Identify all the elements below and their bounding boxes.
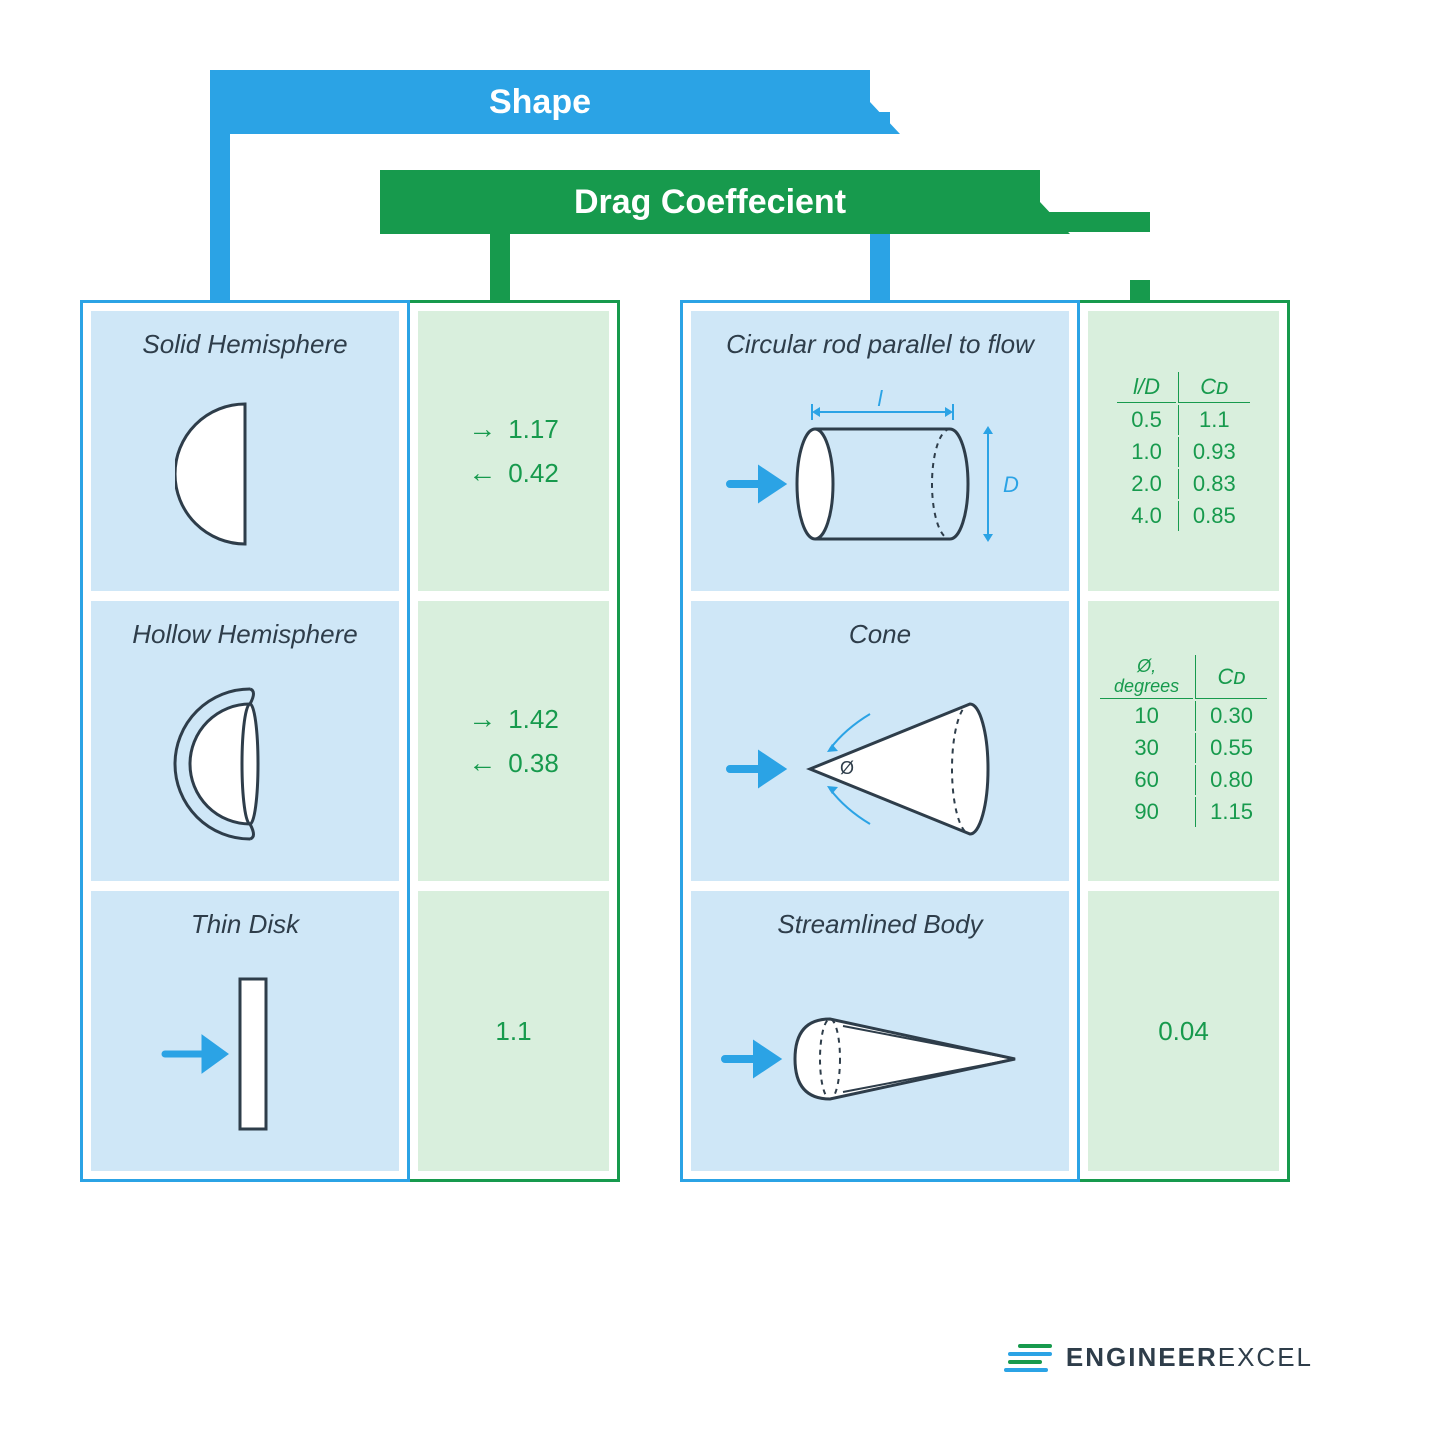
cone-col2: Cᴅ <box>1195 655 1267 700</box>
thin-disk-icon <box>101 954 389 1153</box>
solid-hemisphere-title: Solid Hemisphere <box>142 329 347 360</box>
solid-hemisphere-drag: → 1.17 ← 0.42 <box>418 311 609 591</box>
table-row: 2.00.83 <box>1117 469 1249 499</box>
thin-disk-title: Thin Disk <box>191 909 299 940</box>
right-drag-column: l/D Cᴅ 0.51.11.00.932.00.834.00.85 Ø, de… <box>1080 300 1290 1182</box>
right-shape-column: Circular rod parallel to flow <box>680 300 1080 1182</box>
streamlined-title: Streamlined Body <box>777 909 982 940</box>
cone-drag: Ø, degrees Cᴅ 100.30300.55600.80901.15 <box>1088 601 1279 881</box>
solid-hemi-forward: → 1.17 <box>468 413 559 445</box>
cone-title: Cone <box>849 619 911 650</box>
arrow-left-icon: ← <box>468 457 496 489</box>
hollow-hemisphere-cell: Hollow Hemisphere <box>91 601 399 881</box>
cone-cell: Cone Ø <box>691 601 1069 881</box>
dim-l-label: l <box>878 386 884 411</box>
hollow-hemisphere-icon <box>101 664 389 863</box>
hollow-hemisphere-drag: → 1.42 ← 0.38 <box>418 601 609 881</box>
hollow-hemi-forward: → 1.42 <box>468 703 559 735</box>
thin-disk-cell: Thin Disk <box>91 891 399 1171</box>
cone-icon: Ø <box>701 664 1059 863</box>
table-row: 100.30 <box>1100 701 1267 731</box>
arrow-right-icon: → <box>468 703 496 735</box>
table-row: 4.00.85 <box>1117 501 1249 531</box>
hollow-hemi-backward: ← 0.38 <box>468 747 559 779</box>
cone-tbody: 100.30300.55600.80901.15 <box>1100 701 1267 827</box>
dim-d-label: D <box>1003 472 1019 497</box>
hollow-hemisphere-title: Hollow Hemisphere <box>132 619 357 650</box>
rod-table: l/D Cᴅ 0.51.11.00.932.00.834.00.85 <box>1115 370 1251 533</box>
rod-icon: l D <box>701 374 1059 573</box>
arrow-right-icon: → <box>468 413 496 445</box>
shape-header-banner: Shape <box>210 70 870 134</box>
solid-hemi-backward: ← 0.42 <box>468 457 559 489</box>
angle-symbol: Ø <box>840 758 854 778</box>
arrow-left-icon: ← <box>468 747 496 779</box>
solid-hemisphere-icon <box>101 374 389 573</box>
table-row: 0.51.1 <box>1117 405 1249 435</box>
logo-text: ENGINEEREXCEL <box>1066 1342 1313 1373</box>
rod-tbody: 0.51.11.00.932.00.834.00.85 <box>1117 405 1249 531</box>
table-row: 1.00.93 <box>1117 437 1249 467</box>
shape-connector-drop-left <box>210 180 250 320</box>
left-drag-column: → 1.17 ← 0.42 → 1.42 ← 0.38 <box>410 300 620 1182</box>
rod-title: Circular rod parallel to flow <box>726 329 1034 360</box>
table-row: 901.15 <box>1100 797 1267 827</box>
cone-col1: Ø, degrees <box>1100 655 1193 700</box>
table-row: 600.80 <box>1100 765 1267 795</box>
rod-col2: Cᴅ <box>1178 372 1250 403</box>
cone-table: Ø, degrees Cᴅ 100.30300.55600.80901.15 <box>1098 653 1269 830</box>
thin-disk-drag: 1.1 <box>418 891 609 1171</box>
streamlined-value: 0.04 <box>1158 1016 1209 1047</box>
right-group: Circular rod parallel to flow <box>680 300 1290 1182</box>
columns: Solid Hemisphere Hollow Hemisphere <box>80 300 1290 1182</box>
table-row: 300.55 <box>1100 733 1267 763</box>
solid-hemisphere-cell: Solid Hemisphere <box>91 311 399 591</box>
drag-header-label: Drag Coeffecient <box>574 183 846 222</box>
rod-cell: Circular rod parallel to flow <box>691 311 1069 591</box>
left-group: Solid Hemisphere Hollow Hemisphere <box>80 300 620 1182</box>
engineer-excel-logo: ENGINEEREXCEL <box>1004 1342 1313 1373</box>
drag-header-banner: Drag Coeffecient <box>380 170 1040 234</box>
thin-disk-value: 1.1 <box>495 1016 531 1047</box>
streamlined-cell: Streamlined Body <box>691 891 1069 1171</box>
streamlined-drag: 0.04 <box>1088 891 1279 1171</box>
rod-col1: l/D <box>1117 372 1176 403</box>
logo-bars-icon <box>1004 1344 1052 1372</box>
shape-header-label: Shape <box>489 83 591 122</box>
left-shape-column: Solid Hemisphere Hollow Hemisphere <box>80 300 410 1182</box>
streamlined-icon <box>701 954 1059 1153</box>
rod-drag: l/D Cᴅ 0.51.11.00.932.00.834.00.85 <box>1088 311 1279 591</box>
